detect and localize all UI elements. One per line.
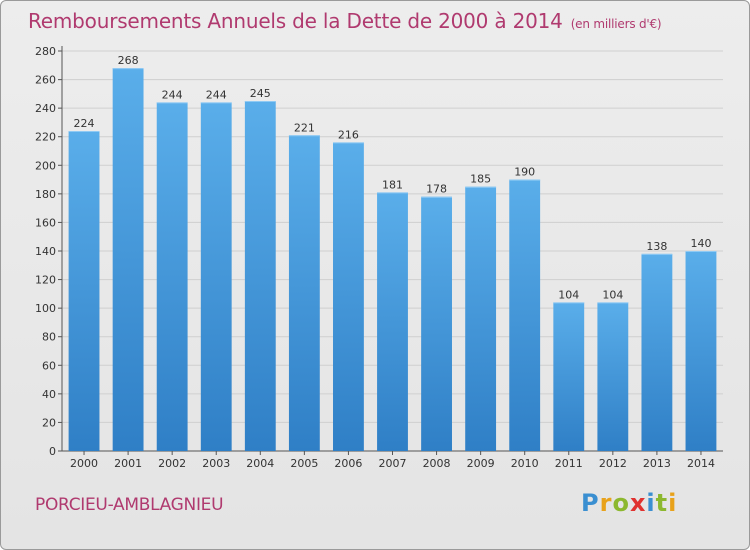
y-tick-label: 20 (42, 416, 56, 429)
x-tick-label: 2001 (114, 457, 142, 470)
logo-letter: i (668, 489, 678, 517)
logo-letter: r (599, 489, 613, 517)
proxiti-logo: Proxiti (581, 489, 677, 517)
x-tick-label: 2004 (246, 457, 274, 470)
bar (685, 251, 717, 451)
x-tick-label: 2013 (643, 457, 671, 470)
bar (156, 102, 188, 451)
x-tick-label: 2009 (467, 457, 495, 470)
x-tick-label: 2007 (379, 457, 407, 470)
bar (288, 135, 320, 452)
x-tick-label: 2005 (290, 457, 318, 470)
logo-letter: o (612, 489, 630, 517)
bar (421, 196, 452, 451)
bar-value-label: 104 (602, 288, 623, 301)
x-tick-label: 2008 (423, 457, 451, 470)
y-tick-label: 140 (35, 245, 56, 258)
y-tick-label: 100 (35, 302, 56, 315)
bar-value-label: 190 (514, 166, 535, 179)
logo-letter: t (655, 489, 669, 517)
y-tick-label: 260 (35, 74, 56, 87)
x-tick-label: 2003 (202, 457, 230, 470)
commune-name: PORCIEU-AMBLAGNIEU (35, 495, 224, 515)
bar-value-label: 268 (118, 54, 139, 67)
bar-value-label: 104 (558, 288, 579, 301)
logo-letter: P (581, 489, 600, 517)
bar-value-label: 221 (294, 121, 315, 134)
x-tick-label: 2000 (70, 457, 98, 470)
bar (200, 102, 232, 451)
y-tick-label: 280 (35, 45, 56, 58)
chart-title: Remboursements Annuels de la Dette de 20… (28, 9, 662, 33)
bar-value-label: 244 (206, 88, 227, 101)
bar-value-label: 216 (338, 128, 359, 141)
x-tick-label: 2002 (158, 457, 186, 470)
y-tick-label: 240 (35, 102, 56, 115)
y-tick-label: 160 (35, 216, 56, 229)
bar (509, 179, 541, 452)
bar (597, 302, 629, 451)
y-tick-label: 200 (35, 159, 56, 172)
y-tick-label: 180 (35, 188, 56, 201)
bar (465, 186, 497, 451)
y-tick-label: 120 (35, 274, 56, 287)
bar (377, 192, 408, 451)
unit-note: (en milliers d'€) (570, 17, 662, 31)
y-tick-label: 220 (35, 131, 56, 144)
bar-value-label: 140 (690, 237, 711, 250)
x-tick-label: 2011 (555, 457, 583, 470)
logo-letter: x (629, 489, 647, 517)
y-tick-label: 40 (42, 388, 56, 401)
x-tick-label: 2012 (599, 457, 627, 470)
bar (68, 131, 100, 451)
labels: 0 20 40 60 80 100 120 140 160 180 200 220 240 260 280 2… (35, 45, 715, 470)
bar-value-label: 245 (250, 87, 271, 100)
y-tick-label: 60 (42, 359, 56, 372)
bar-value-label: 185 (470, 173, 491, 186)
bar-value-label: 181 (382, 178, 403, 191)
x-tick-label: 2006 (334, 457, 362, 470)
bar (333, 142, 364, 451)
x-tick-label: 2010 (511, 457, 539, 470)
y-tick-label: 80 (42, 331, 56, 344)
x-tick-label: 2014 (687, 457, 715, 470)
bar (553, 302, 585, 451)
y-tick-label: 0 (49, 445, 56, 458)
logo-letter: i (646, 489, 656, 517)
bars (68, 68, 717, 452)
bar-value-label: 224 (74, 117, 95, 130)
bar-value-label: 138 (646, 240, 667, 253)
bar (641, 253, 673, 451)
bar-value-label: 178 (426, 183, 447, 196)
bar (112, 68, 144, 452)
bar-value-label: 244 (162, 88, 183, 101)
title-text: Remboursements Annuels de la Dette de 20… (28, 9, 563, 33)
bar (244, 101, 276, 451)
